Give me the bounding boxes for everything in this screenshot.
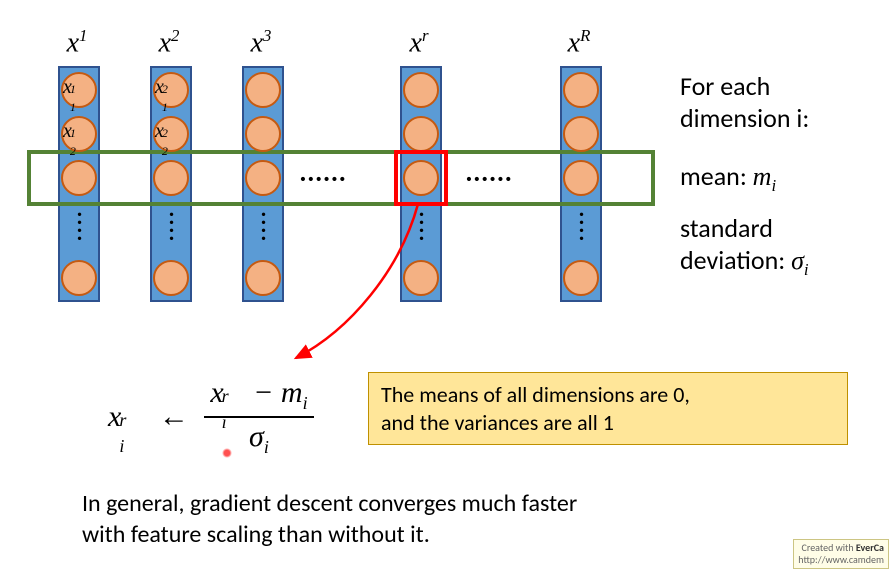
text: For each [680,70,770,102]
side-text-sd: standard deviation: σi [680,212,809,280]
text: mean: [680,160,753,192]
formula-fraction: xri − mi σi [204,376,313,458]
vertical-dots: ···· [58,210,100,242]
feature-node [61,72,97,108]
side-text-title: For each dimension i: [680,70,809,134]
feature-node [563,72,599,108]
text: with feature scaling than without it. [82,520,430,549]
text: http://www.camdem [798,553,884,566]
normalization-formula: xri ← xri − mi σi [108,376,314,458]
feature-node [563,160,599,196]
callout-line: The means of all dimensions are 0, [381,381,690,408]
text: deviation: [680,244,791,276]
feature-node [245,260,281,296]
text: standard [680,212,773,244]
formula-numerator: xri − mi [204,376,313,418]
text: dimension i: [680,102,809,134]
col-label-r: xr [394,26,444,59]
vertical-dots: ···· [560,210,602,242]
feature-node [403,116,439,152]
col-label-R: xR [554,26,604,59]
feature-node [61,260,97,296]
conclusion-text: In general, gradient descent converges m… [82,488,577,550]
vertical-dots: ···· [400,210,442,242]
math: mi [753,162,776,191]
laser-pointer-icon [222,448,232,458]
vertical-dots: ···· [242,210,284,242]
formula-lhs: xri [108,400,143,434]
horizontal-dots: ······ [466,164,513,191]
feature-node [245,116,281,152]
watermark: Created with EverCa http://www.camdem [793,539,889,569]
feature-node [245,160,281,196]
feature-node [153,72,189,108]
col-label-3: x3 [236,26,286,59]
callout-line: and the variances are all 1 [381,409,614,436]
side-text-mean: mean: mi [680,160,776,196]
feature-node [563,116,599,152]
feature-node [61,160,97,196]
slide-canvas: { "layout": { "columns": [ { "x": 58, "l… [0,0,889,569]
feature-node [153,116,189,152]
math: σi [791,246,809,275]
feature-node [153,260,189,296]
feature-node [153,160,189,196]
callout-box: The means of all dimensions are 0, and t… [368,372,848,445]
feature-node [61,116,97,152]
text: In general, gradient descent converges m… [82,489,577,518]
selected-node-box [394,150,448,206]
left-arrow-icon: ← [159,400,189,434]
feature-node [245,72,281,108]
col-label-2: x2 [144,26,194,59]
feature-node [403,260,439,296]
horizontal-dots: ······ [300,164,347,191]
feature-node [403,72,439,108]
col-label-1: x1 [52,26,102,59]
feature-node [563,260,599,296]
vertical-dots: ···· [150,210,192,242]
